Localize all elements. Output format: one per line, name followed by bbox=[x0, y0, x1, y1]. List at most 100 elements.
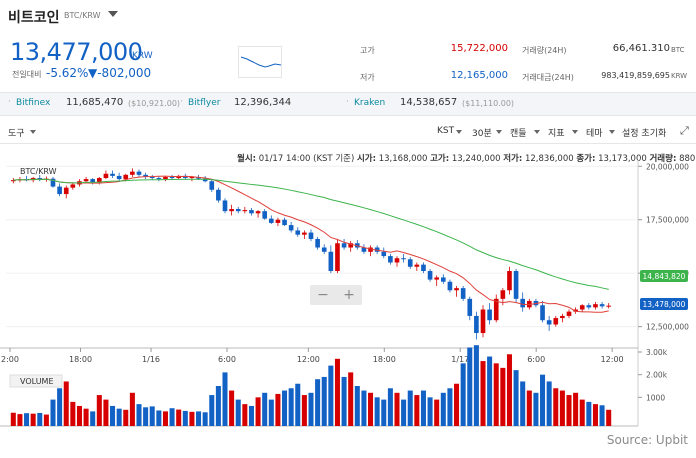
coin-title: 비트코인 bbox=[8, 10, 60, 26]
candle-body bbox=[216, 189, 221, 201]
volume-bar bbox=[189, 411, 195, 426]
time-tick-label: 1/17 bbox=[451, 355, 469, 364]
volume-bar bbox=[460, 363, 466, 426]
chevron-down-icon[interactable] bbox=[534, 130, 540, 134]
candle-body bbox=[341, 243, 347, 248]
candle bbox=[394, 256, 400, 267]
candle-body bbox=[440, 277, 446, 282]
candle bbox=[288, 221, 294, 233]
volume-panel-label: VOLUME bbox=[20, 377, 54, 386]
tools-menu[interactable]: 도구 bbox=[8, 129, 25, 139]
candle-body bbox=[321, 247, 327, 252]
candle-body bbox=[268, 218, 274, 223]
volume-bar bbox=[592, 404, 598, 426]
exchange-value-bitfinex: 11,685,470 bbox=[66, 97, 124, 108]
indicator-menu[interactable]: 지표 bbox=[548, 129, 565, 139]
candle-body bbox=[242, 210, 248, 212]
volume-bar bbox=[414, 395, 420, 426]
chevron-down-icon[interactable] bbox=[496, 130, 502, 134]
timezone-menu[interactable]: KST bbox=[437, 126, 455, 136]
volume-bar bbox=[169, 408, 175, 426]
volume-bar bbox=[262, 392, 268, 426]
candle bbox=[282, 217, 287, 227]
volume-bar bbox=[110, 405, 116, 426]
volume-bar bbox=[553, 388, 559, 426]
fullscreen-icon[interactable]: ⤢ bbox=[680, 124, 689, 137]
candle-body bbox=[249, 210, 254, 214]
zoom-out-button[interactable]: − bbox=[317, 287, 329, 303]
candle-body bbox=[57, 186, 62, 195]
volume-bar bbox=[328, 365, 334, 426]
chevron-down-icon[interactable] bbox=[609, 130, 615, 134]
time-axis: 2:00 18:00 1/16 6:00 12:00 18:00 1/17 6:00 12:00 bbox=[1, 348, 624, 364]
chevron-down-icon[interactable] bbox=[108, 11, 118, 17]
candle bbox=[374, 245, 380, 254]
candle-menu[interactable]: 캔들 bbox=[510, 129, 527, 139]
candle-body bbox=[90, 179, 96, 183]
volume-bar bbox=[90, 411, 96, 426]
candle-body bbox=[189, 176, 195, 179]
candle bbox=[388, 253, 393, 265]
chevron-down-icon[interactable] bbox=[30, 130, 36, 134]
candle-body bbox=[37, 178, 43, 180]
mini-chart-thumbnail[interactable] bbox=[238, 46, 282, 78]
candle-body bbox=[335, 243, 340, 272]
mini-chart-line bbox=[240, 56, 282, 68]
candle bbox=[50, 176, 56, 188]
volume-bar bbox=[427, 397, 433, 426]
volume-bar bbox=[401, 399, 407, 426]
ma-long-badge-text: 14,843,820 bbox=[643, 272, 686, 281]
candle bbox=[63, 185, 69, 199]
candle bbox=[116, 172, 122, 182]
low-value: 12,165,000 bbox=[450, 70, 508, 81]
exchange-name-bitfinex: Bitfinex bbox=[16, 98, 51, 108]
volume-bar bbox=[308, 392, 314, 426]
zoom-in-button[interactable]: + bbox=[343, 287, 355, 303]
candle bbox=[493, 294, 499, 323]
candle-body bbox=[407, 259, 413, 267]
volume-bar bbox=[255, 397, 261, 426]
volume-tick-label: 3.00k bbox=[646, 348, 668, 357]
volume-bar bbox=[440, 392, 446, 426]
theme-menu[interactable]: 테마 bbox=[586, 129, 603, 139]
volume-bar bbox=[202, 412, 208, 426]
ohlc-open-label: 시가: bbox=[356, 154, 377, 164]
ohlc-open: 13,168,000 bbox=[378, 154, 428, 164]
candle-body bbox=[381, 251, 387, 257]
candle-body bbox=[302, 232, 307, 235]
amount24-unit: KRW bbox=[671, 72, 688, 80]
candle bbox=[242, 206, 248, 214]
candle-body bbox=[308, 232, 314, 239]
volume-bar bbox=[606, 409, 612, 426]
time-tick-label: 6:00 bbox=[527, 355, 545, 364]
candle bbox=[401, 253, 406, 263]
change-label: 전일대비 bbox=[12, 70, 42, 79]
candle bbox=[335, 238, 340, 274]
candle-body bbox=[467, 298, 473, 316]
time-tick-label: 18:00 bbox=[69, 355, 92, 364]
reset-settings-button[interactable]: 설정 초기화 bbox=[622, 129, 667, 139]
volume-bar bbox=[10, 412, 16, 426]
ohlc-low: 12,836,000 bbox=[524, 154, 574, 164]
chevron-down-icon[interactable] bbox=[572, 130, 578, 134]
volume-bar bbox=[143, 407, 149, 426]
time-tick-label: 12:00 bbox=[601, 355, 624, 364]
candle bbox=[235, 206, 241, 214]
candle bbox=[513, 268, 519, 304]
candle-body bbox=[10, 180, 16, 182]
candle-body bbox=[513, 271, 519, 299]
candle bbox=[474, 311, 479, 340]
candle bbox=[24, 175, 29, 182]
candle-body bbox=[414, 264, 420, 267]
volume-bar bbox=[37, 412, 43, 426]
candle-body bbox=[394, 258, 400, 263]
volume-panel-tab bbox=[9, 374, 63, 388]
interval-menu[interactable]: 30분 bbox=[472, 129, 492, 139]
chevron-down-icon[interactable] bbox=[456, 130, 462, 134]
low-label: 저가 bbox=[360, 73, 375, 82]
candle-body bbox=[606, 305, 612, 307]
price-chart[interactable]: 20,000,00017,500,00015,000,00012,500,000… bbox=[0, 160, 696, 430]
volume-bar bbox=[500, 367, 506, 426]
candle bbox=[130, 168, 135, 177]
candle-body bbox=[169, 176, 175, 179]
